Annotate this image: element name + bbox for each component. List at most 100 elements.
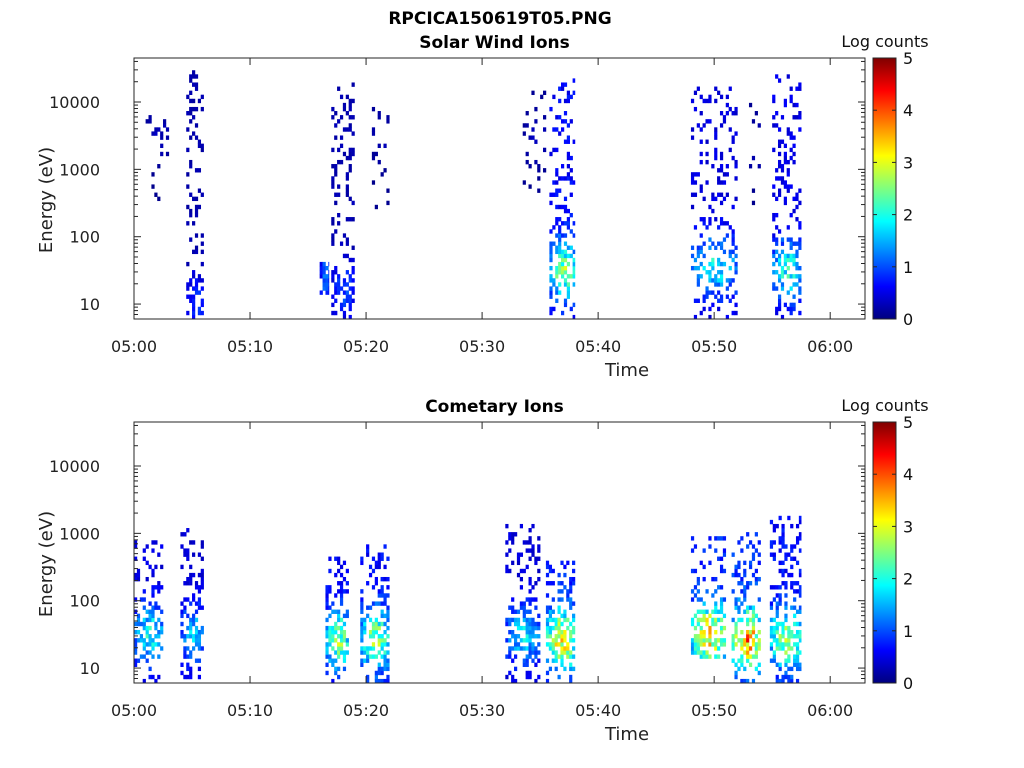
spectrogram-cell — [192, 597, 196, 602]
spectrogram-cell — [348, 102, 352, 108]
spectrogram-cell — [798, 200, 802, 206]
spectrogram-cell — [386, 674, 390, 680]
spectrogram-cell — [757, 670, 761, 676]
spectrogram-cell — [784, 642, 788, 647]
spectrogram-cell — [345, 94, 349, 100]
spectrogram-cell — [702, 196, 706, 202]
spectrogram-cell — [777, 229, 782, 234]
spectrogram-cell — [708, 642, 712, 647]
spectrogram-cell — [772, 184, 776, 189]
spectrogram-cell — [348, 147, 352, 153]
spectrogram-cell — [183, 552, 187, 557]
spectrogram-cell — [322, 286, 326, 291]
spectrogram-cell — [777, 164, 782, 169]
spectrogram-cell — [693, 90, 698, 96]
spectrogram-cell — [740, 548, 744, 553]
spectrogram-cell — [783, 180, 787, 185]
spectrogram-cell — [348, 164, 352, 169]
spectrogram-cell — [781, 674, 785, 680]
spectrogram-cell — [197, 143, 202, 149]
spectrogram-cell — [757, 646, 761, 651]
spectrogram-cell — [325, 290, 329, 295]
spectrogram-cell — [348, 306, 352, 312]
spectrogram-cell — [366, 552, 370, 557]
spectrogram-cell — [319, 270, 323, 275]
colorbar-tick-label: 5 — [903, 49, 913, 68]
spectrogram-cell — [194, 278, 199, 283]
spectrogram-cell — [751, 629, 756, 635]
spectrogram-cell — [569, 601, 573, 606]
spectrogram-cell — [784, 658, 788, 663]
spectrogram-cell — [757, 617, 761, 623]
spectrogram-cell — [508, 670, 512, 676]
spectrogram-cell — [337, 666, 341, 672]
spectrogram-cell — [734, 290, 738, 295]
spectrogram-cell — [784, 662, 788, 667]
spectrogram-cell — [719, 261, 724, 267]
spectrogram-cell — [708, 261, 712, 267]
spectrogram-cell — [189, 135, 193, 140]
spectrogram-cell — [790, 605, 794, 610]
spectrogram-cell — [519, 552, 524, 557]
spectrogram-cell — [699, 151, 703, 157]
spectrogram-cell — [737, 540, 741, 545]
spectrogram-cell — [798, 532, 802, 537]
colorbar-tick-label: 1 — [903, 258, 913, 277]
spectrogram-cell — [134, 629, 138, 635]
spectrogram-cell — [183, 597, 187, 602]
spectrogram-cell — [339, 143, 344, 149]
colorbar-tick-label: 3 — [903, 153, 913, 172]
x-tick-label: 05:30 — [459, 701, 505, 720]
spectrogram-cell — [531, 552, 535, 557]
spectrogram-cell — [714, 151, 718, 157]
spectrogram-cell — [537, 650, 541, 655]
spectrogram-cell — [342, 654, 347, 659]
spectrogram-cell — [342, 151, 347, 157]
spectrogram-cell — [339, 306, 344, 312]
spectrogram-cell — [189, 294, 193, 299]
spectrogram-cell — [525, 634, 529, 639]
y-tick-label: 100 — [69, 228, 100, 247]
spectrogram-cell — [534, 678, 538, 684]
spectrogram-cell — [522, 613, 526, 619]
spectrogram-cell — [711, 642, 715, 647]
spectrogram-cell — [714, 654, 718, 659]
spectrogram-cell — [189, 670, 193, 676]
spectrogram-cell — [325, 278, 329, 283]
spectrogram-cell — [334, 229, 338, 234]
spectrogram-cell — [151, 548, 155, 553]
spectrogram-cell — [757, 164, 761, 169]
spectrogram-cell — [371, 131, 376, 136]
spectrogram-cell — [734, 245, 738, 250]
spectrogram-cell — [754, 654, 758, 659]
spectrogram-cell — [566, 98, 570, 104]
spectrogram-cell — [328, 654, 332, 659]
spectrogram-cell — [345, 184, 349, 189]
spectrogram-cell — [751, 572, 756, 578]
spectrogram-cell — [705, 654, 709, 659]
spectrogram-cell — [386, 625, 390, 631]
spectrogram-cell — [734, 674, 738, 680]
spectrogram-cell — [157, 164, 161, 169]
spectrogram-cell — [748, 654, 753, 659]
spectrogram-cell — [777, 176, 782, 181]
spectrogram-cell — [505, 523, 509, 529]
spectrogram-cell — [798, 221, 802, 226]
spectrogram-cell — [514, 532, 518, 537]
spectrogram-cell — [186, 294, 190, 299]
spectrogram-cell — [719, 617, 724, 623]
spectrogram-cell — [777, 139, 782, 144]
spectrogram-cell — [798, 274, 802, 279]
spectrogram-cell — [192, 638, 196, 643]
spectrogram-cell — [748, 617, 753, 623]
spectrogram-cell — [374, 674, 378, 680]
spectrogram-cell — [787, 642, 791, 647]
spectrogram-cell — [566, 208, 570, 214]
spectrogram-cell — [334, 638, 338, 643]
spectrogram-cell — [534, 662, 538, 667]
spectrogram-cell — [748, 662, 753, 667]
spectrogram-cell — [734, 196, 738, 202]
spectrogram-cell — [555, 147, 559, 153]
spectrogram-cell — [157, 605, 161, 610]
spectrogram-cell — [784, 605, 788, 610]
